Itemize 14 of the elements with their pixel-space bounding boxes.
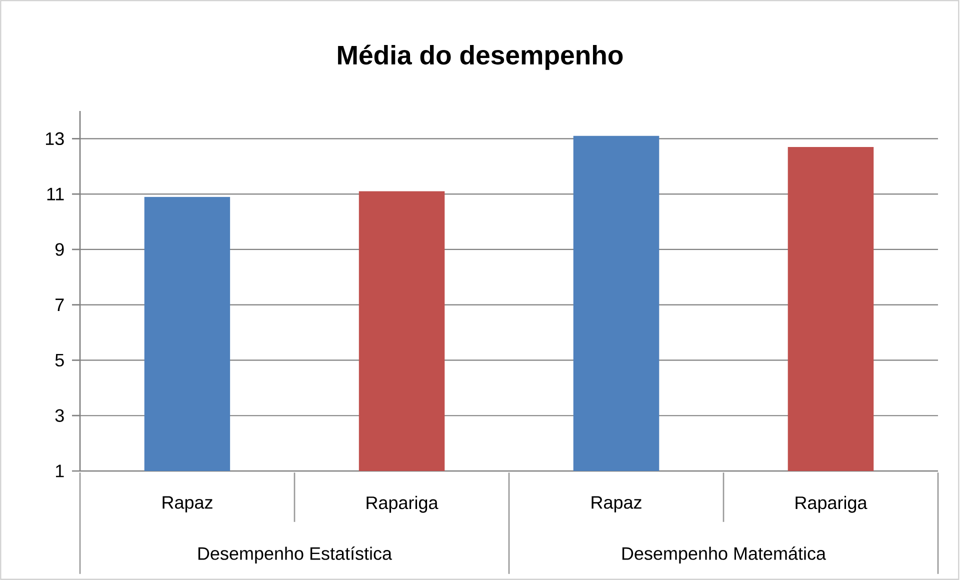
y-tick-label: 13 [46,132,64,146]
y-tick-label: 9 [55,243,64,256]
x-tick-label: Rapariga [366,496,438,513]
chart-title: Média do desempenho [338,44,623,70]
y-tick-label: 1 [56,464,64,478]
y-tick-label: 7 [56,298,64,312]
y-tick-label: 11 [47,188,64,200]
y-tick-label: 3 [55,409,64,422]
x-tick-label: Rapaz [162,496,212,512]
text: Desempenho Matemática [622,546,826,564]
x-tick-label: Rapariga [796,496,868,513]
text: Desempenho Estatística [198,546,392,564]
y-tick-label: 5 [55,354,64,366]
x-tick-label: Rapaz [592,496,642,512]
